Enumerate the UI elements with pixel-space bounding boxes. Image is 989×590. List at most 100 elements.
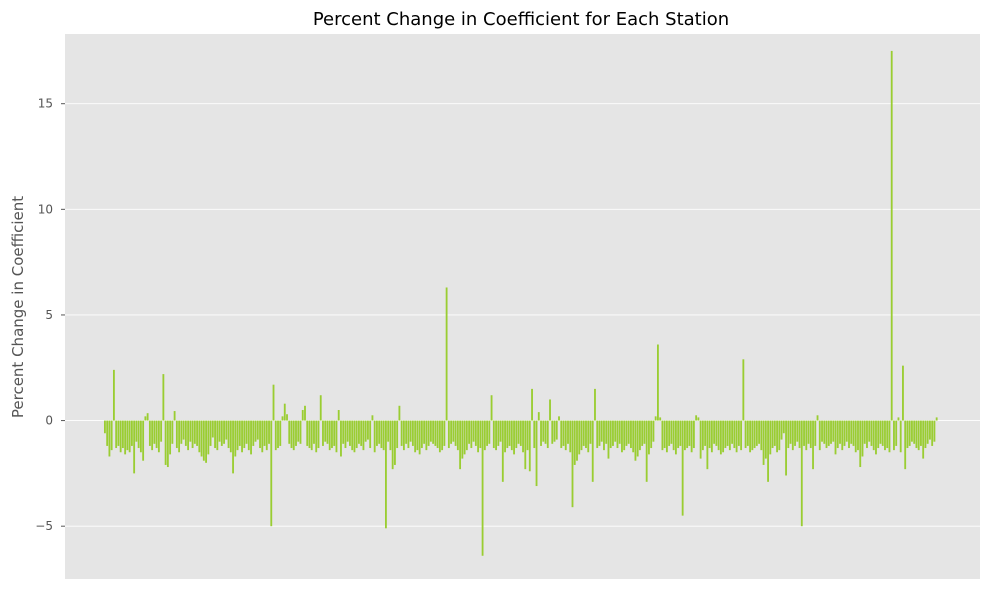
bar	[800, 420, 803, 527]
bar	[387, 420, 390, 442]
bar	[445, 287, 448, 421]
bar	[385, 420, 387, 529]
bar	[818, 420, 821, 451]
bar	[706, 420, 709, 470]
bar	[270, 420, 273, 527]
bar	[198, 420, 201, 453]
bar	[573, 420, 576, 465]
bar	[701, 420, 704, 451]
bar	[506, 420, 509, 449]
bar	[133, 420, 136, 474]
bar	[169, 420, 172, 455]
bar	[582, 420, 585, 446]
bar	[805, 420, 808, 451]
bar	[632, 420, 635, 453]
bar	[659, 417, 662, 421]
bar	[623, 420, 626, 451]
bar	[533, 420, 536, 449]
bar	[913, 420, 916, 444]
bar	[618, 420, 621, 444]
bar	[119, 420, 122, 453]
bar	[144, 416, 147, 421]
bar	[315, 420, 318, 453]
bar	[254, 420, 257, 442]
bar	[333, 420, 336, 446]
bar	[755, 420, 758, 446]
bar	[740, 420, 743, 451]
bar	[875, 420, 877, 455]
bar	[585, 420, 587, 449]
bar	[515, 420, 518, 449]
bar	[247, 420, 250, 451]
bar	[461, 420, 464, 459]
bar	[443, 420, 446, 446]
bar	[744, 420, 747, 449]
bar	[863, 420, 866, 444]
bar	[836, 420, 839, 449]
bar	[297, 420, 300, 442]
bar	[299, 420, 302, 444]
bar	[600, 420, 603, 442]
bar	[465, 420, 468, 451]
bar	[115, 420, 118, 449]
bar	[497, 420, 500, 446]
bar	[501, 420, 504, 482]
bar	[400, 420, 403, 446]
bar	[463, 420, 466, 455]
bar	[749, 420, 752, 453]
bar	[470, 420, 473, 449]
bar	[728, 420, 731, 451]
bar	[690, 420, 693, 453]
bar	[326, 420, 329, 444]
bar	[643, 420, 646, 444]
bar	[492, 420, 495, 449]
bar	[189, 420, 192, 442]
bar	[562, 420, 565, 446]
bar	[650, 420, 653, 449]
bar	[286, 414, 288, 421]
bar	[391, 420, 394, 470]
bar	[268, 420, 270, 444]
bar	[495, 420, 497, 451]
bar	[560, 420, 563, 449]
bar	[625, 420, 628, 446]
bar	[481, 420, 484, 556]
bar	[935, 417, 938, 421]
bar	[596, 420, 599, 449]
bar	[924, 420, 927, 449]
bar	[306, 420, 309, 446]
bar	[544, 420, 547, 444]
bar	[265, 420, 268, 451]
bar	[407, 420, 410, 449]
bar	[508, 420, 511, 446]
bar	[697, 417, 700, 421]
bar	[915, 420, 918, 449]
bar	[166, 420, 169, 468]
bar	[310, 420, 313, 451]
bar	[549, 399, 551, 421]
bar	[674, 420, 677, 455]
bar	[234, 420, 237, 457]
bar	[679, 420, 682, 446]
bar	[884, 420, 886, 451]
bar	[402, 420, 405, 451]
bar	[472, 420, 475, 442]
bar	[778, 420, 781, 451]
bar	[207, 420, 210, 455]
bar	[479, 420, 482, 449]
bar	[126, 420, 129, 451]
bar	[742, 359, 745, 421]
bar	[787, 420, 790, 449]
bar	[229, 420, 232, 453]
bar	[288, 420, 291, 444]
bar	[605, 420, 608, 444]
bar	[537, 412, 540, 421]
bar	[692, 420, 695, 449]
bar	[405, 420, 408, 444]
bar	[848, 420, 850, 449]
bar	[868, 420, 871, 442]
y-tick-label: 0	[45, 414, 53, 428]
bar	[349, 420, 351, 446]
bar-series	[104, 50, 938, 556]
